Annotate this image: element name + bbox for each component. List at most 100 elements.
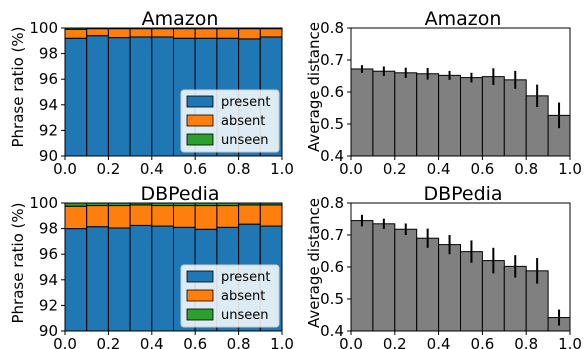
y-tick-label: 96 xyxy=(39,245,58,263)
bar-absent xyxy=(65,206,87,228)
legend-label-absent: absent xyxy=(221,289,265,304)
y-tick-label: 90 xyxy=(39,322,58,340)
bar-present xyxy=(130,225,152,331)
y-tick-label: 0.7 xyxy=(320,226,344,244)
x-tick-label: 1.0 xyxy=(558,335,582,349)
bar-absent xyxy=(239,205,261,224)
bar-absent xyxy=(174,206,196,228)
panel-title: Amazon xyxy=(142,8,219,30)
bar-present xyxy=(108,228,130,331)
x-tick-label: 0.8 xyxy=(227,160,251,178)
bar-absent xyxy=(195,206,217,230)
bar-average-distance xyxy=(504,80,526,156)
bar-absent xyxy=(260,29,282,37)
legend-label-unseen: unseen xyxy=(221,308,269,323)
x-tick-label: 0.8 xyxy=(514,335,538,349)
bar-average-distance xyxy=(482,77,504,156)
x-tick-label: 0.6 xyxy=(183,335,207,349)
bar-average-distance xyxy=(373,71,395,156)
legend-label-unseen: unseen xyxy=(221,133,269,148)
panel-title: DBPedia xyxy=(423,183,502,205)
bar-absent xyxy=(239,29,261,39)
y-tick-label: 100 xyxy=(29,19,58,37)
x-tick-label: 0.4 xyxy=(427,335,451,349)
x-tick-label: 1.0 xyxy=(270,160,294,178)
x-tick-label: 0.8 xyxy=(227,335,251,349)
legend-label-present: present xyxy=(221,270,270,285)
bar-present xyxy=(108,38,130,156)
legend-swatch-unseen xyxy=(187,309,213,320)
bar-average-distance xyxy=(439,245,461,331)
bar-average-distance xyxy=(417,238,439,331)
legend-label-present: present xyxy=(221,95,270,110)
legend-swatch-present xyxy=(187,96,213,107)
x-tick-label: 0.2 xyxy=(383,335,407,349)
bar-present xyxy=(87,36,109,156)
bar-absent xyxy=(174,29,196,39)
panel-title: Amazon xyxy=(425,8,502,30)
bar-absent xyxy=(130,205,152,225)
bar-present xyxy=(152,37,174,156)
x-tick-label: 0.2 xyxy=(96,335,120,349)
x-tick-label: 0.4 xyxy=(427,160,451,178)
y-tick-label: 0.6 xyxy=(320,258,344,276)
y-tick-label: 0.8 xyxy=(320,19,344,37)
bar-average-distance xyxy=(461,252,483,331)
x-tick-label: 0.6 xyxy=(183,160,207,178)
y-tick-label: 0.5 xyxy=(320,115,344,133)
y-tick-label: 0.4 xyxy=(320,322,344,340)
x-tick-label: 0.4 xyxy=(140,335,164,349)
y-tick-label: 98 xyxy=(39,45,58,63)
bar-average-distance xyxy=(395,229,417,331)
bar-absent xyxy=(108,206,130,228)
legend-swatch-absent xyxy=(187,290,213,301)
y-tick-label: 94 xyxy=(39,271,58,289)
legend-swatch-present xyxy=(187,271,213,282)
bar-absent xyxy=(130,29,152,37)
bar-average-distance xyxy=(417,74,439,156)
bar-average-distance xyxy=(461,78,483,156)
bar-absent xyxy=(87,29,109,36)
x-tick-label: 1.0 xyxy=(558,160,582,178)
y-tick-label: 94 xyxy=(39,96,58,114)
bar-average-distance xyxy=(351,69,373,156)
bar-absent xyxy=(152,206,174,226)
bar-absent xyxy=(195,29,217,39)
bar-average-distance xyxy=(373,224,395,331)
x-tick-label: 0.2 xyxy=(383,160,407,178)
x-tick-label: 0.6 xyxy=(470,160,494,178)
y-tick-label: 0.6 xyxy=(320,83,344,101)
x-tick-label: 0.4 xyxy=(140,160,164,178)
bar-average-distance xyxy=(351,221,373,331)
bar-absent xyxy=(152,29,174,37)
y-tick-label: 92 xyxy=(39,296,58,314)
bar-present xyxy=(65,38,87,156)
y-tick-label: 0.8 xyxy=(320,194,344,212)
legend-label-absent: absent xyxy=(221,114,265,129)
x-tick-label: 0.2 xyxy=(96,160,120,178)
bar-present xyxy=(152,226,174,331)
y-tick-label: 100 xyxy=(29,194,58,212)
y-tick-label: 90 xyxy=(39,147,58,165)
y-tick-label: 0.5 xyxy=(320,290,344,308)
bar-present xyxy=(65,229,87,331)
bar-average-distance xyxy=(439,75,461,156)
bar-absent xyxy=(260,205,282,226)
bar-present xyxy=(87,227,109,331)
y-tick-label: 92 xyxy=(39,121,58,139)
bar-absent xyxy=(217,206,239,228)
legend: present absent unseen xyxy=(181,90,279,152)
legend-swatch-unseen xyxy=(187,134,213,145)
y-axis-label: Phrase ratio (%) xyxy=(9,26,27,147)
legend: present absent unseen xyxy=(181,265,279,327)
x-tick-label: 0.6 xyxy=(470,335,494,349)
panel-title: DBPedia xyxy=(140,183,219,205)
y-tick-label: 0.7 xyxy=(320,51,344,69)
x-tick-label: 1.0 xyxy=(270,335,294,349)
x-tick-label: 0.8 xyxy=(514,160,538,178)
bar-present xyxy=(130,37,152,156)
legend-swatch-absent xyxy=(187,115,213,126)
bar-absent xyxy=(87,206,109,227)
y-tick-label: 0.4 xyxy=(320,147,344,165)
